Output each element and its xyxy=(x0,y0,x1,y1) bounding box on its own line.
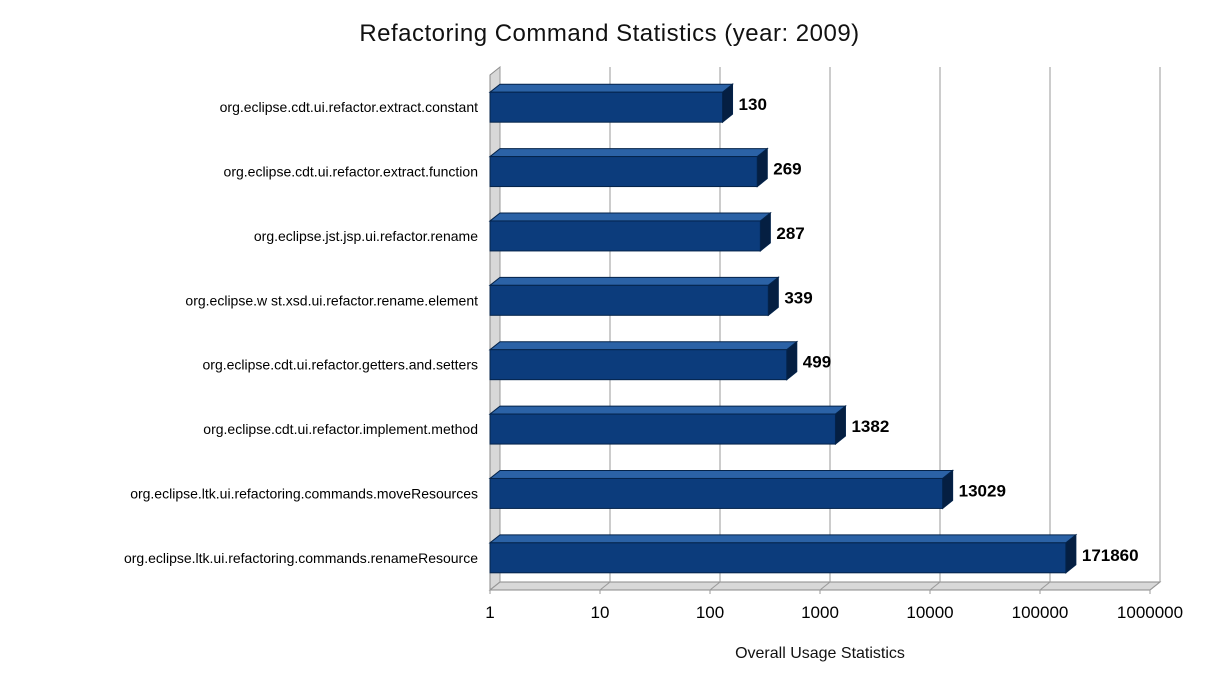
bar-top-face xyxy=(488,534,1078,544)
category-label: org.eclipse.ltk.ui.refactoring.commands.… xyxy=(130,485,478,501)
gridline-floor-segment xyxy=(489,581,501,591)
gridline-floor-segment xyxy=(709,581,721,591)
x-tick-label: 1000 xyxy=(801,603,839,622)
x-tick-label: 100000 xyxy=(1012,603,1069,622)
x-axis-label: Overall Usage Statistics xyxy=(735,645,905,662)
x-tick-label: 1 xyxy=(485,603,494,622)
category-label: org.eclipse.cdt.ui.refactor.getters.and.… xyxy=(203,357,478,373)
bar xyxy=(489,284,769,316)
bar xyxy=(489,349,788,381)
value-label: 269 xyxy=(773,160,801,179)
value-label: 171860 xyxy=(1082,546,1139,565)
category-label: org.eclipse.jst.jsp.ui.refactor.rename xyxy=(254,228,478,244)
bar-top-face xyxy=(488,148,769,158)
x-tick-label: 10000 xyxy=(906,603,953,622)
bar xyxy=(489,542,1067,574)
bar xyxy=(489,220,761,252)
category-label: org.eclipse.cdt.ui.refactor.implement.me… xyxy=(203,421,478,437)
bar-top-face xyxy=(488,405,847,415)
bar-top-face xyxy=(488,83,734,93)
bar xyxy=(489,413,836,445)
gridline-floor-segment xyxy=(929,581,941,591)
category-label: org.eclipse.cdt.ui.refactor.extract.func… xyxy=(224,164,478,180)
category-label: org.eclipse.w st.xsd.ui.refactor.rename.… xyxy=(185,292,478,308)
gridline-floor-segment xyxy=(1039,581,1051,591)
value-label: 130 xyxy=(739,95,767,114)
category-label: org.eclipse.ltk.ui.refactoring.commands.… xyxy=(124,550,478,566)
bar xyxy=(489,156,758,188)
value-label: 339 xyxy=(784,288,812,307)
left-wall xyxy=(489,65,501,592)
bar xyxy=(489,477,944,509)
gridline-floor-segment xyxy=(819,581,831,591)
value-label: 13029 xyxy=(959,481,1006,500)
x-tick-label: 100 xyxy=(696,603,724,622)
value-label: 1382 xyxy=(851,417,889,436)
chart-title: Refactoring Command Statistics (year: 20… xyxy=(359,20,860,47)
gridline-floor-segment xyxy=(599,581,611,591)
category-label: org.eclipse.cdt.ui.refactor.extract.cons… xyxy=(220,99,478,115)
value-label: 287 xyxy=(776,224,804,243)
bar-top-face xyxy=(488,276,780,286)
x-tick-label: 1000000 xyxy=(1117,603,1183,622)
bar-top-face xyxy=(488,469,955,479)
bar-top-face xyxy=(488,212,772,222)
bar xyxy=(489,91,724,123)
x-tick-label: 10 xyxy=(591,603,610,622)
bar-top-face xyxy=(488,341,799,351)
gridline-floor-segment xyxy=(1149,581,1161,591)
value-label: 499 xyxy=(803,353,831,372)
